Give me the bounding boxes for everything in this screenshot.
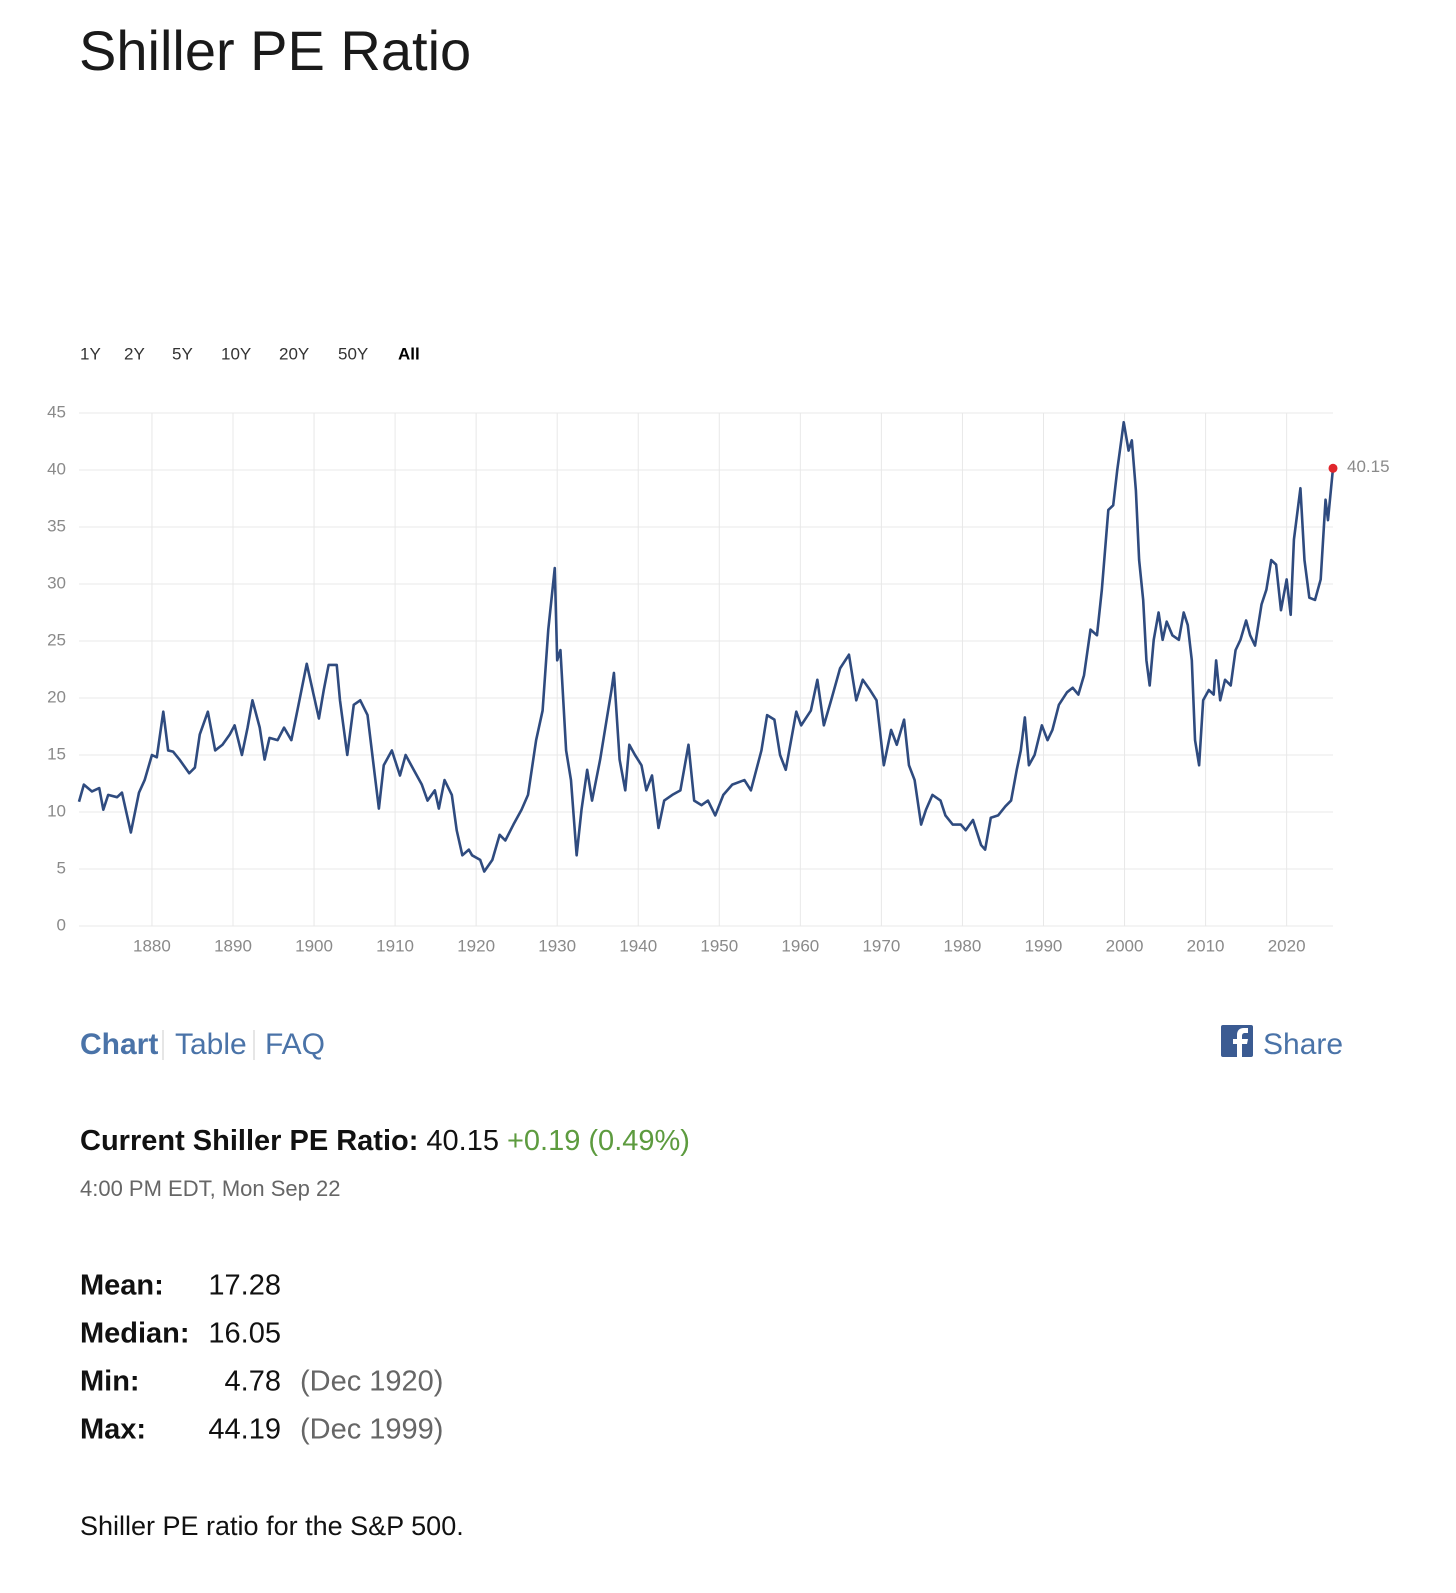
x-tick-label: 1920	[457, 936, 495, 955]
stat-label: Mean:	[80, 1270, 164, 1302]
y-tick-label: 30	[47, 573, 66, 592]
x-tick-label: 1960	[781, 936, 819, 955]
y-tick-label: 35	[47, 516, 66, 535]
last-value-label: 40.15	[1347, 457, 1390, 476]
facebook-f	[1233, 1028, 1248, 1057]
current-value: 40.15	[426, 1125, 499, 1157]
range-button[interactable]: 1Y	[80, 344, 101, 363]
y-tick-label: 40	[47, 459, 66, 478]
current-line: Current Shiller PE Ratio: 40.15 +0.19 (0.4…	[80, 1125, 690, 1157]
x-tick-label: 2000	[1106, 936, 1144, 955]
x-tick-label: 1930	[538, 936, 576, 955]
x-tick-label: 1890	[214, 936, 252, 955]
share-label: Share	[1263, 1028, 1343, 1061]
x-tick-label: 2020	[1268, 936, 1306, 955]
current-label: Current Shiller PE Ratio:	[80, 1125, 418, 1157]
y-tick-label: 0	[57, 915, 66, 934]
tab-link[interactable]: Chart	[80, 1028, 158, 1061]
x-tick-label: 1900	[295, 936, 333, 955]
y-tick-label: 15	[47, 744, 66, 763]
y-tick-label: 20	[47, 687, 66, 706]
stat-value: 44.19	[208, 1414, 281, 1446]
y-tick-label: 25	[47, 630, 66, 649]
range-button[interactable]: 2Y	[124, 344, 145, 363]
chart: 0 5 10 15 20 25 30 35 40 45 1880 1890 1900 1910 1920 19…	[47, 402, 1389, 955]
x-tick-label: 1910	[376, 936, 414, 955]
y-tick-label: 10	[47, 801, 66, 820]
y-tick-label: 45	[47, 402, 66, 421]
tab-link[interactable]: Table	[175, 1028, 247, 1061]
x-tick-label: 1880	[133, 936, 171, 955]
stat-label: Max:	[80, 1414, 146, 1446]
stat-date: (Dec 1920)	[300, 1366, 443, 1398]
x-tick-label: 1970	[862, 936, 900, 955]
stat-value: 4.78	[225, 1366, 281, 1398]
y-tick-label: 5	[57, 858, 66, 877]
range-button[interactable]: All	[398, 344, 420, 363]
stat-value: 16.05	[208, 1318, 281, 1350]
x-tick-label: 1950	[700, 936, 738, 955]
range-button[interactable]: 5Y	[172, 344, 193, 363]
range-button[interactable]: 10Y	[221, 344, 251, 363]
x-tick-label: 2010	[1187, 936, 1225, 955]
tab-link[interactable]: FAQ	[265, 1028, 325, 1061]
pe-line	[77, 420, 1335, 873]
x-tick-label: 1980	[944, 936, 982, 955]
range-button[interactable]: 20Y	[279, 344, 309, 363]
stat-label: Median:	[80, 1318, 190, 1350]
footer-text: Shiller PE ratio for the S&P 500.	[80, 1511, 464, 1541]
last-point-marker	[1328, 463, 1338, 473]
x-tick-label: 1990	[1025, 936, 1063, 955]
timestamp: 4:00 PM EDT, Mon Sep 22	[80, 1176, 340, 1201]
share-button[interactable]: Share	[1221, 1025, 1343, 1061]
range-button[interactable]: 50Y	[338, 344, 368, 363]
page-title: Shiller PE Ratio	[79, 19, 471, 82]
current-change: +0.19 (0.49%)	[507, 1125, 690, 1157]
x-tick-label: 1940	[619, 936, 657, 955]
stat-label: Min:	[80, 1366, 140, 1398]
stat-value: 17.28	[208, 1270, 281, 1302]
stat-date: (Dec 1999)	[300, 1414, 443, 1446]
